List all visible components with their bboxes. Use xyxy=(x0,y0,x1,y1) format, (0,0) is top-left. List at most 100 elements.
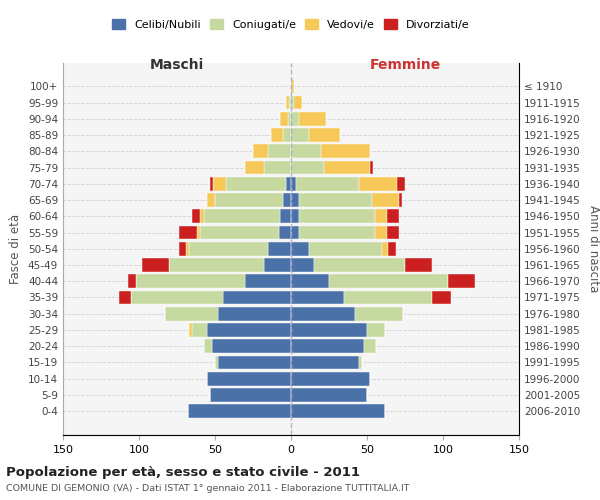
Bar xyxy=(291,274,329,288)
Bar xyxy=(286,177,291,190)
Bar xyxy=(208,323,291,337)
Bar xyxy=(215,356,218,370)
Bar xyxy=(433,290,451,304)
Bar xyxy=(169,258,263,272)
Y-axis label: Fasce di età: Fasce di età xyxy=(10,214,22,284)
Bar xyxy=(288,112,291,126)
Bar xyxy=(119,290,131,304)
Bar xyxy=(215,193,283,207)
Legend: Celibi/Nubili, Coniugati/e, Vedovi/e, Divorziati/e: Celibi/Nubili, Coniugati/e, Vedovi/e, Di… xyxy=(109,16,473,34)
Bar xyxy=(374,226,387,239)
Bar xyxy=(299,210,374,223)
Bar xyxy=(370,160,373,174)
Bar xyxy=(245,274,291,288)
Bar xyxy=(291,290,344,304)
Bar xyxy=(299,112,326,126)
Bar xyxy=(142,258,169,272)
Bar xyxy=(291,144,322,158)
Bar xyxy=(296,177,359,190)
Bar xyxy=(291,160,325,174)
Bar xyxy=(165,307,218,320)
Bar xyxy=(211,388,291,402)
Bar xyxy=(226,177,286,190)
Bar xyxy=(367,323,385,337)
Bar xyxy=(188,404,291,418)
Bar xyxy=(280,210,291,223)
Bar xyxy=(186,242,189,256)
Text: Maschi: Maschi xyxy=(150,58,204,71)
Bar xyxy=(189,242,268,256)
Bar xyxy=(263,258,291,272)
Bar xyxy=(291,112,299,126)
Bar xyxy=(291,128,309,142)
Bar xyxy=(189,323,192,337)
Bar xyxy=(286,96,289,110)
Bar xyxy=(371,193,399,207)
Bar xyxy=(387,210,399,223)
Bar xyxy=(325,160,370,174)
Bar xyxy=(268,144,291,158)
Bar xyxy=(291,193,299,207)
Bar xyxy=(179,226,197,239)
Bar xyxy=(280,112,288,126)
Bar xyxy=(364,340,376,353)
Bar xyxy=(208,193,215,207)
Bar xyxy=(291,80,294,93)
Bar xyxy=(291,177,296,190)
Bar xyxy=(179,242,186,256)
Bar xyxy=(268,242,291,256)
Bar xyxy=(291,242,309,256)
Bar xyxy=(299,226,374,239)
Bar xyxy=(263,160,291,174)
Bar xyxy=(291,356,359,370)
Bar xyxy=(218,356,291,370)
Y-axis label: Anni di nascita: Anni di nascita xyxy=(587,205,600,292)
Bar xyxy=(329,274,448,288)
Bar xyxy=(289,96,291,110)
Bar xyxy=(291,258,314,272)
Bar xyxy=(192,210,200,223)
Bar xyxy=(387,226,399,239)
Bar xyxy=(355,307,403,320)
Bar xyxy=(136,274,245,288)
Bar xyxy=(211,177,214,190)
Bar xyxy=(291,307,355,320)
Bar xyxy=(131,290,223,304)
Bar xyxy=(309,128,340,142)
Bar xyxy=(128,274,136,288)
Bar xyxy=(218,307,291,320)
Bar xyxy=(359,356,362,370)
Bar xyxy=(294,96,302,110)
Bar xyxy=(399,193,402,207)
Bar xyxy=(291,323,367,337)
Bar xyxy=(405,258,433,272)
Bar xyxy=(212,340,291,353)
Bar xyxy=(397,177,405,190)
Bar xyxy=(271,128,283,142)
Bar xyxy=(291,404,385,418)
Bar xyxy=(214,177,226,190)
Bar xyxy=(291,96,294,110)
Bar xyxy=(205,210,280,223)
Bar xyxy=(279,226,291,239)
Bar xyxy=(314,258,405,272)
Bar xyxy=(291,340,364,353)
Bar xyxy=(291,372,370,386)
Bar xyxy=(283,128,291,142)
Bar xyxy=(192,323,208,337)
Bar xyxy=(223,290,291,304)
Bar xyxy=(208,372,291,386)
Bar xyxy=(245,160,263,174)
Bar xyxy=(283,193,291,207)
Bar xyxy=(291,210,299,223)
Bar xyxy=(299,193,371,207)
Bar xyxy=(291,388,367,402)
Bar xyxy=(359,177,397,190)
Bar xyxy=(200,226,279,239)
Bar xyxy=(448,274,475,288)
Bar xyxy=(291,226,299,239)
Text: COMUNE DI GEMONIO (VA) - Dati ISTAT 1° gennaio 2011 - Elaborazione TUTTITALIA.IT: COMUNE DI GEMONIO (VA) - Dati ISTAT 1° g… xyxy=(6,484,409,493)
Bar xyxy=(200,210,205,223)
Bar xyxy=(197,226,200,239)
Text: Femmine: Femmine xyxy=(370,58,440,71)
